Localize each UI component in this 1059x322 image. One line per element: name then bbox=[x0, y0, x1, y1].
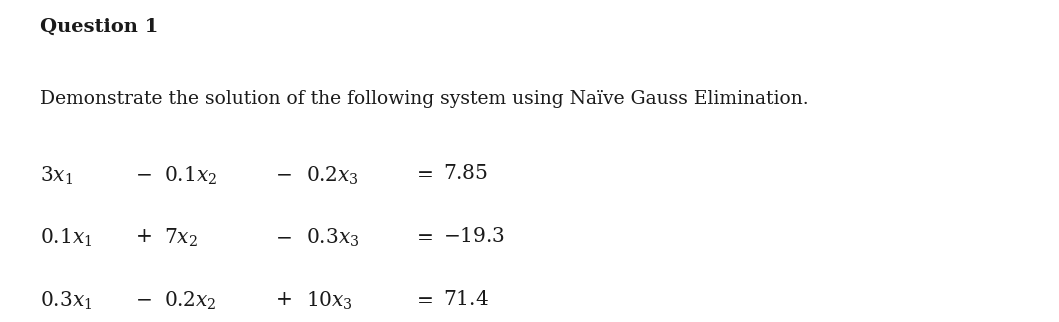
Text: $0.1x_2$: $0.1x_2$ bbox=[164, 164, 217, 186]
Text: $-$: $-$ bbox=[275, 164, 292, 183]
Text: $0.1x_1$: $0.1x_1$ bbox=[40, 227, 92, 249]
Text: $7.85$: $7.85$ bbox=[443, 164, 487, 183]
Text: $0.2x_2$: $0.2x_2$ bbox=[164, 290, 217, 312]
Text: $-$: $-$ bbox=[275, 227, 292, 246]
Text: $7x_2$: $7x_2$ bbox=[164, 227, 198, 249]
Text: $0.2x_3$: $0.2x_3$ bbox=[306, 164, 359, 186]
Text: $10x_3$: $10x_3$ bbox=[306, 290, 353, 312]
Text: $-19.3$: $-19.3$ bbox=[443, 227, 505, 246]
Text: $0.3x_3$: $0.3x_3$ bbox=[306, 227, 359, 249]
Text: $=$: $=$ bbox=[413, 290, 434, 309]
Text: $=$: $=$ bbox=[413, 164, 434, 183]
Text: $-$: $-$ bbox=[134, 164, 151, 183]
Text: $+$: $+$ bbox=[134, 227, 151, 246]
Text: $-$: $-$ bbox=[134, 290, 151, 309]
Text: Question 1: Question 1 bbox=[40, 18, 159, 36]
Text: $+$: $+$ bbox=[275, 290, 292, 309]
Text: $=$: $=$ bbox=[413, 227, 434, 246]
Text: $71.4$: $71.4$ bbox=[443, 290, 488, 309]
Text: $0.3x_1$: $0.3x_1$ bbox=[40, 290, 92, 312]
Text: $3x_1$: $3x_1$ bbox=[40, 164, 73, 186]
Text: Demonstrate the solution of the following system using Naïve Gauss Elimination.: Demonstrate the solution of the followin… bbox=[40, 90, 809, 108]
